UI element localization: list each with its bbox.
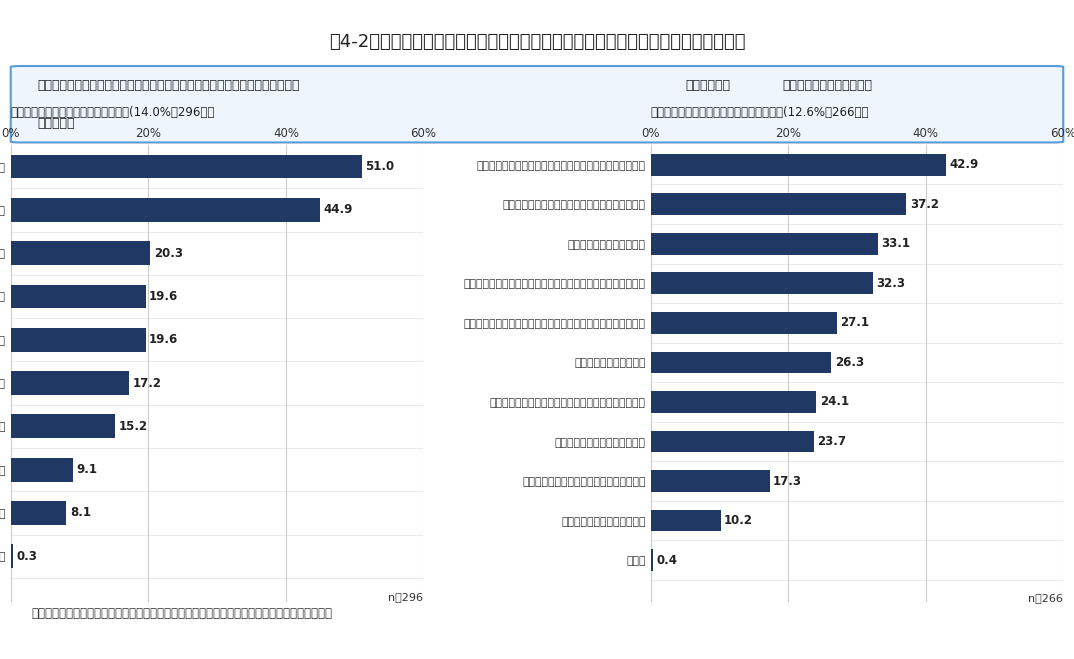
Bar bbox=[651, 154, 945, 175]
Text: 23.7: 23.7 bbox=[817, 435, 846, 448]
Text: 33.1: 33.1 bbox=[882, 237, 911, 250]
Text: n＝266: n＝266 bbox=[1029, 592, 1063, 602]
Bar bbox=[651, 312, 837, 333]
Text: n＝296: n＝296 bbox=[389, 592, 423, 602]
Text: 27.1: 27.1 bbox=[840, 316, 869, 330]
Text: 「製薬企業による発信等」回答者：　(14.0%、296人）: 「製薬企業による発信等」回答者： (14.0%、296人） bbox=[11, 106, 215, 119]
Text: 15.2: 15.2 bbox=[119, 420, 148, 433]
Bar bbox=[651, 351, 831, 373]
Text: とお考えになるのはどうし: とお考えになるのはどうし bbox=[782, 79, 872, 92]
Bar bbox=[11, 544, 13, 568]
Bar bbox=[11, 198, 320, 222]
Bar bbox=[651, 391, 816, 413]
Text: 8.1: 8.1 bbox=[70, 506, 91, 519]
Text: 0.3: 0.3 bbox=[16, 550, 38, 563]
Bar bbox=[11, 458, 73, 482]
Text: 19.6: 19.6 bbox=[149, 290, 178, 303]
Text: 「医療機関や薬局での勉強会」回答者：　(12.6%、266人）: 「医療機関や薬局での勉強会」回答者： (12.6%、266人） bbox=[651, 106, 869, 119]
Text: 42.9: 42.9 bbox=[949, 158, 978, 171]
Text: 質問：薬の価格や制度、価値を伝える機会や時期として、「前設問の回答」が: 質問：薬の価格や制度、価値を伝える機会や時期として、「前設問の回答」が bbox=[37, 79, 300, 92]
Bar bbox=[11, 415, 115, 438]
Bar bbox=[651, 510, 721, 532]
Text: 19.6: 19.6 bbox=[149, 333, 178, 346]
Text: 0.4: 0.4 bbox=[656, 554, 678, 567]
Text: 図4-2　価格や制度、価値について知ることへの望ましいと考える機会や時期の理由: 図4-2 価格や制度、価値について知ることへの望ましいと考える機会や時期の理由 bbox=[329, 33, 745, 51]
Bar bbox=[11, 501, 67, 525]
Text: 24.1: 24.1 bbox=[819, 395, 848, 409]
Bar bbox=[11, 285, 146, 308]
Text: 最も望ましい: 最も望ましい bbox=[685, 79, 730, 92]
Bar bbox=[651, 272, 873, 294]
Bar bbox=[11, 328, 146, 352]
Bar bbox=[651, 193, 906, 215]
Text: 51.0: 51.0 bbox=[365, 160, 394, 173]
Bar bbox=[651, 550, 653, 571]
Text: 17.3: 17.3 bbox=[773, 474, 802, 488]
Bar bbox=[11, 241, 150, 265]
Text: 20.3: 20.3 bbox=[154, 246, 183, 260]
Bar bbox=[11, 155, 362, 179]
Text: 44.9: 44.9 bbox=[323, 204, 352, 216]
Text: 17.2: 17.2 bbox=[132, 376, 161, 389]
Bar bbox=[651, 430, 813, 452]
Text: 37.2: 37.2 bbox=[910, 198, 939, 211]
Text: 10.2: 10.2 bbox=[724, 514, 753, 527]
Text: 9.1: 9.1 bbox=[76, 463, 98, 476]
Text: てですか。: てですか。 bbox=[37, 117, 74, 130]
Text: 出所：「医薬品の価格や制度、価値に関する意識調査」結果を基に医薬産業政策研究所にて作成: 出所：「医薬品の価格や制度、価値に関する意識調査」結果を基に医薬産業政策研究所に… bbox=[32, 608, 333, 620]
Bar bbox=[11, 371, 129, 395]
Bar bbox=[651, 233, 879, 254]
Bar bbox=[651, 470, 769, 492]
Text: 32.3: 32.3 bbox=[876, 277, 905, 290]
FancyBboxPatch shape bbox=[11, 66, 1063, 142]
Text: 26.3: 26.3 bbox=[834, 356, 863, 369]
